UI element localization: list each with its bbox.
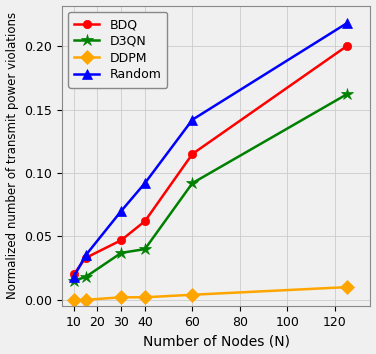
X-axis label: Number of Nodes (N): Number of Nodes (N) bbox=[143, 335, 290, 348]
D3QN bbox=[143, 247, 147, 251]
DDPM bbox=[83, 298, 88, 302]
D3QN bbox=[344, 92, 349, 97]
Random bbox=[190, 118, 195, 122]
D3QN bbox=[83, 275, 88, 279]
BDQ bbox=[119, 238, 123, 242]
Line: DDPM: DDPM bbox=[69, 282, 352, 305]
D3QN bbox=[71, 279, 76, 283]
Random bbox=[344, 21, 349, 25]
Line: D3QN: D3QN bbox=[67, 88, 353, 287]
DDPM bbox=[71, 298, 76, 302]
Random bbox=[71, 275, 76, 279]
Line: BDQ: BDQ bbox=[70, 42, 351, 279]
Legend: BDQ, D3QN, DDPM, Random: BDQ, D3QN, DDPM, Random bbox=[68, 12, 167, 87]
DDPM bbox=[344, 285, 349, 289]
Line: Random: Random bbox=[69, 18, 352, 282]
Random bbox=[143, 181, 147, 185]
D3QN bbox=[190, 181, 195, 185]
DDPM bbox=[143, 295, 147, 299]
Y-axis label: Normalized number of transmit power violations: Normalized number of transmit power viol… bbox=[6, 12, 18, 299]
BDQ bbox=[143, 219, 147, 223]
Random bbox=[83, 253, 88, 258]
BDQ bbox=[344, 44, 349, 48]
D3QN bbox=[119, 251, 123, 255]
BDQ bbox=[190, 152, 195, 156]
Random bbox=[119, 209, 123, 213]
BDQ bbox=[71, 272, 76, 276]
BDQ bbox=[83, 256, 88, 260]
DDPM bbox=[190, 293, 195, 297]
DDPM bbox=[119, 295, 123, 299]
